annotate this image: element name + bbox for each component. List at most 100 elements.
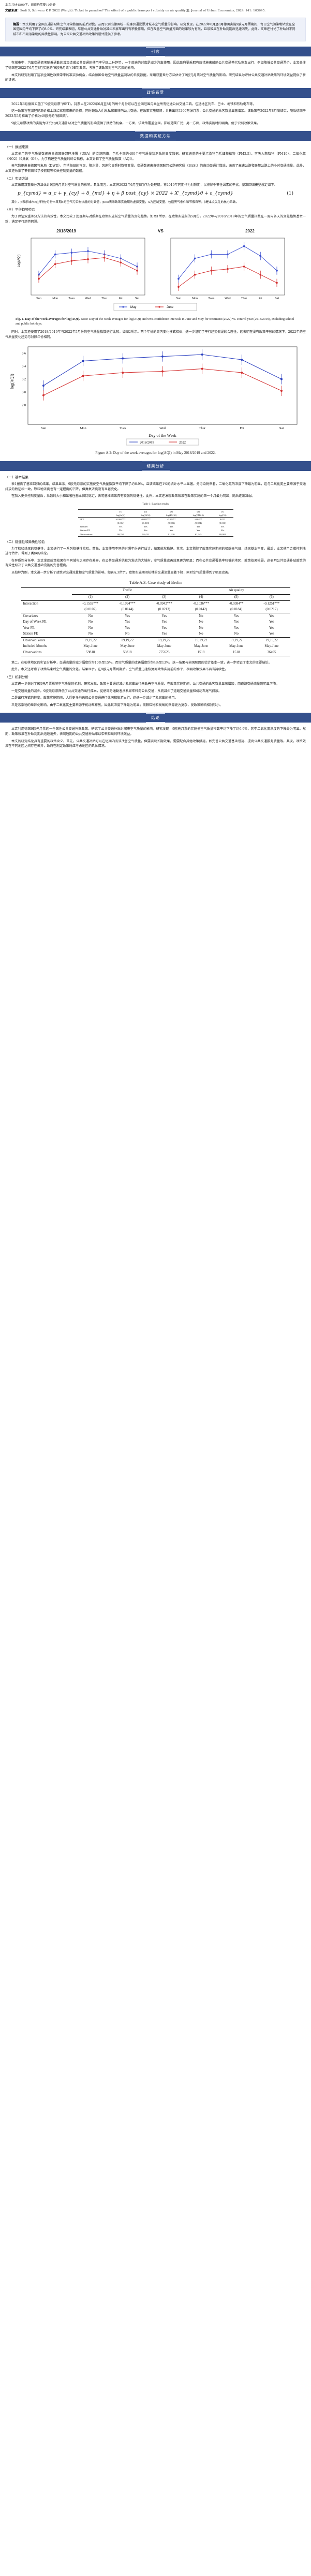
table-2-title: Table A.3: Case study of Berlin (129, 580, 182, 585)
table-cell: Yes (233, 620, 239, 624)
data-point (177, 285, 180, 288)
policy-paragraph-1: 2022年6月德国实施了"9欧元月票"(9ET)，持票人在2022年6月至8月的… (11, 102, 256, 106)
table-cell: May-June (194, 644, 209, 649)
section-title-intro: 引言 (146, 47, 165, 56)
table-row: Day of Week FE No Yes Yes No Yes Yes (21, 620, 290, 626)
table-cell: Yes (119, 525, 123, 528)
table-cell: Yes (269, 632, 274, 636)
figure-1-right-title: 2022 (245, 229, 255, 234)
table-cell: Yes (196, 525, 200, 528)
results-paragraph-4: 在异质性分析中，本文发现政策效果在不同城市之间存在差异。在公共交通系统较为发达的… (5, 558, 306, 568)
table-cell: 19,19,22 (145, 637, 183, 644)
section-title-conclusion: 结论 (146, 713, 165, 723)
data-point (243, 245, 245, 247)
table-cell: 62,345 (184, 532, 212, 537)
data-point (54, 253, 56, 255)
data-point (280, 390, 283, 392)
table-cell (78, 509, 108, 513)
article-page: 本文共计4500字，阅读约需要10分钟 文献来源：Sodi S, Schwarz… (0, 0, 311, 759)
table-cell: (0.0107) (72, 607, 109, 614)
table-cell (21, 607, 72, 614)
table-cell: No (88, 620, 93, 624)
table-row: Observed Years 19,19,22 19,19,22 19,19,22 19… (21, 637, 290, 644)
equation-number: (1) (287, 191, 293, 197)
table-cell: No (88, 626, 93, 630)
results-section-2: 第二，在柏林地区的实证分析中，交通流量的减少幅度约为10%至15%，而空气质量的… (0, 660, 311, 708)
table-cell: No (234, 632, 239, 636)
regression-equation: p_{cymd} = α_c + γ_{cy} + δ_{md} + η + β… (18, 190, 293, 198)
figure-1-vs: VS (158, 229, 164, 234)
x-tick-label: Thur (199, 426, 205, 430)
figure-2: 2.8 3.0 3.2 3.4 3.6 Sun Mon Tues Wed Thur Fri Sat l… (7, 343, 304, 456)
table-1-grid: (1) (2) (3) (4) (5) log(AQI) log(NO2) log(PM10)… (78, 509, 233, 537)
data-point (194, 273, 196, 276)
table-cell: Observations (78, 532, 108, 537)
table-cell: -0.047* (195, 518, 202, 521)
table-2-col-header: (5) (219, 594, 254, 601)
data-point (70, 259, 73, 262)
table-cell: Yes (119, 529, 123, 532)
table-2: Traffic Air quality (1) (2) (3) (4) (5) (6) I… (21, 587, 290, 656)
section-title-data: 数据和实证方法 (135, 131, 176, 141)
figure-1: 2018/2019 VS 2022 Sun Mon Tues Wed Thur Fri Sa… (16, 228, 295, 314)
data-point (210, 269, 213, 272)
conclusion-paragraph-1: 本文利用德国9欧元月票这一全国性公共交通补贴政策，研究了公共交通补贴对城市空气质… (5, 727, 306, 736)
data-point (227, 268, 229, 270)
x-tick-label: Sat (275, 297, 279, 300)
table-2-group-traffic: Traffic (72, 587, 183, 595)
table-2-col-header: (4) (182, 594, 220, 601)
table-cell: 59818 (72, 650, 109, 656)
data-point (194, 257, 196, 259)
table-cell: -0.1036*** (192, 601, 210, 606)
table-cell: -0.054** (167, 518, 176, 521)
table-row: Covariates No Yes Yes No Yes Yes (21, 613, 290, 620)
table-cell: 19,19,22 (219, 637, 254, 644)
data-point (82, 360, 84, 362)
table-cell: 1518 (182, 650, 220, 656)
table-cell (78, 513, 108, 518)
data-paragraph-4: 为了验证双重差分方法的有效性，本文比较了处理期与对照期在政策实施前空气质量的变化… (5, 214, 306, 224)
table-cell: log(PM10) (158, 513, 185, 518)
figure-1-caption-rest: Note: Day of the week averages for log(A… (16, 317, 294, 326)
equation-text: p_{cymd} = α_c + γ_{cy} + δ_{md} + η + β… (18, 191, 233, 197)
table-cell: -0.1251*** (263, 601, 280, 606)
data-paragraph-2: 天气数据来自德国气象局（DWD），包括每日的气温、降水量、风速和日照时数等变量。… (5, 164, 306, 173)
figure-1-chart: Sun Mon Tues Wed Thur Fri Sat Sun Mon Tues Wed Thu… (16, 234, 295, 313)
table-cell: Yes (161, 632, 167, 636)
figure-1-after: 同时，本文还使用了2018/2019年与2022年5月份的空气质量指数进行比较，… (0, 330, 311, 340)
table-cell: May-June (264, 644, 279, 649)
section-header-policy: 政策背景 (0, 87, 311, 98)
table-cell: Yes (161, 614, 167, 618)
table-cell: Yes (220, 529, 225, 532)
table-2-col-header: (1) (72, 594, 109, 601)
table-row: Observations 59818 59818 775623 1518 1518 3649… (21, 650, 290, 656)
legend-2022: 2022 (179, 441, 186, 445)
table-cell: Yes (169, 525, 173, 528)
data-point (42, 394, 45, 397)
table-cell: Yes (269, 626, 274, 630)
table-cell: -0.069*** (115, 518, 126, 521)
abstract-label: 摘要： (13, 22, 23, 26)
x-tick-label: Sat (279, 426, 284, 430)
x-tick-label: Sun (176, 297, 181, 300)
x-tick-label: Mon (192, 297, 198, 300)
results-paragraph-6: 第二，在柏林地区的实证分析中，交通流量的减少幅度约为10%至15%，而空气质量的… (11, 660, 272, 665)
x-tick-label: Tues (120, 426, 126, 430)
table-cell: Yes (125, 626, 130, 630)
x-tick-label: Thur (241, 297, 247, 300)
table-cell: Yes (125, 614, 130, 618)
figure-2-ylabel: log(AQI) (10, 374, 14, 389)
data-point (201, 354, 203, 356)
data-point (243, 265, 245, 268)
table-cell: (1) (108, 509, 134, 513)
table-cell: Year FE (23, 626, 35, 630)
table-cell: Included Months (23, 644, 47, 649)
legend-june: June (167, 306, 174, 309)
conclusion-paragraph-2: 本文的研究结论具有重要的政策含义。首先，公共交通补贴可以在短期内有效改善空气质量… (5, 739, 306, 748)
table-row: Year FE No Yes Yes No Yes Yes (21, 625, 290, 631)
figure-2-chart: 2.8 3.0 3.2 3.4 3.6 Sun Mon Tues Wed Thur Fri Sat l… (10, 346, 298, 446)
table-2-group-air: Air quality (182, 587, 290, 595)
table-cell: (0.021) (168, 522, 175, 525)
table-cell: 775623 (145, 650, 183, 656)
data-point (241, 372, 243, 374)
